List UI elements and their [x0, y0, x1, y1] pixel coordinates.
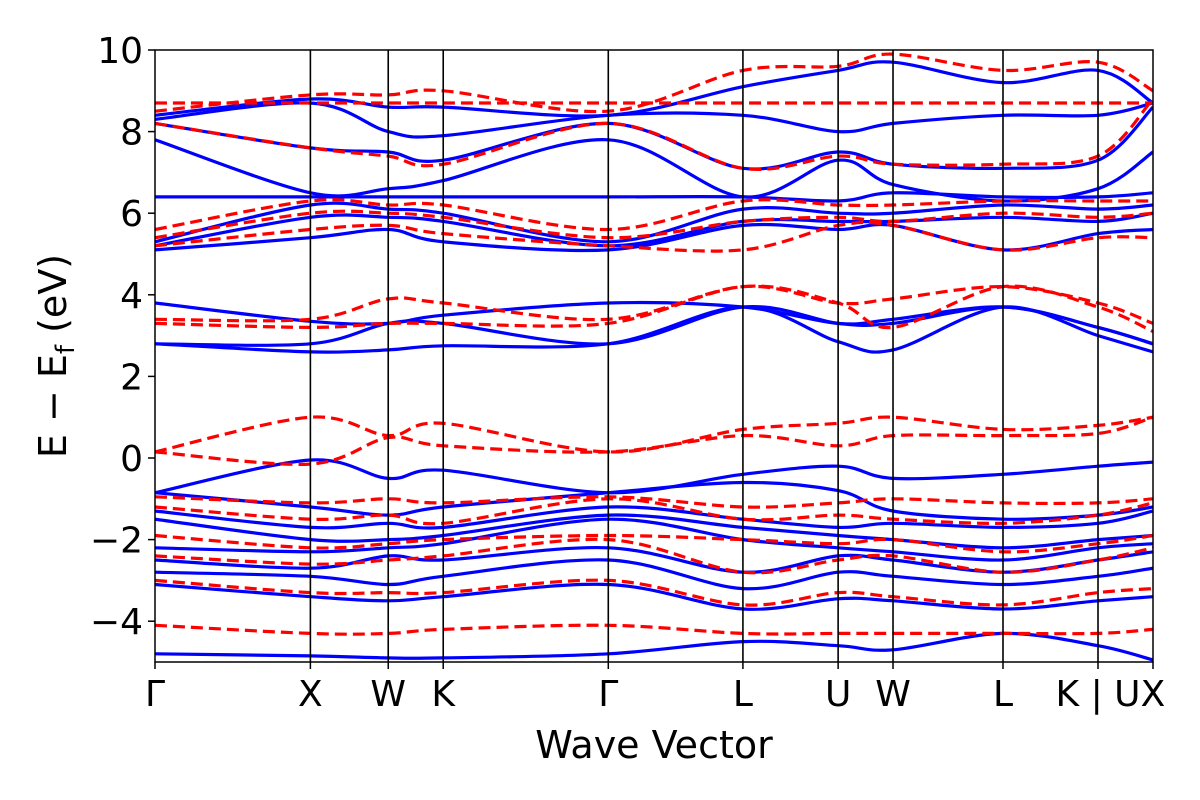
- solid-band-15: [155, 191, 1153, 203]
- x-tick-label: X: [298, 674, 323, 715]
- y-tick-label: 4: [120, 276, 143, 317]
- solid-band-5: [155, 513, 1153, 550]
- dashed-band-15: [155, 52, 1153, 114]
- x-tick-label: X: [1141, 674, 1166, 715]
- y-tick-label: 8: [120, 113, 143, 154]
- solid-band-6: [155, 505, 1153, 530]
- dashed-band-11: [155, 209, 1153, 240]
- x-tick-label: W: [875, 674, 911, 715]
- kpoint-lines: [309, 50, 1099, 662]
- y-axis-label-main: E − E: [31, 354, 75, 458]
- y-axis-label-subscript: f: [51, 344, 81, 354]
- x-tick-label: Γ: [145, 674, 165, 715]
- solid-band-1: [155, 582, 1153, 611]
- x-tick-label: U: [825, 674, 851, 715]
- plot-frame: [154, 49, 1154, 663]
- x-axis-label: Wave Vector: [535, 723, 773, 767]
- solid-band-11: [155, 300, 1153, 346]
- solid-band-8: [155, 458, 1153, 495]
- y-tick-label: −4: [90, 602, 143, 643]
- solid-band-7: [155, 480, 1153, 521]
- y-axis-ticks: −4 −2 0 2 4 6 8 10: [90, 31, 155, 643]
- dashed-band-10: [155, 220, 1153, 253]
- solid-band-14: [155, 201, 1153, 244]
- solid-band-18: [155, 101, 1153, 139]
- solid-band-16: [155, 138, 1153, 203]
- y-tick-label: 10: [97, 31, 143, 72]
- y-tick-label: 0: [120, 439, 143, 480]
- dashed-band-12: [155, 198, 1153, 232]
- solid-band-12: [155, 222, 1153, 253]
- solid-band-17: [155, 105, 1153, 171]
- x-tick-label: K | U: [1056, 674, 1141, 715]
- dashed-band-2: [155, 537, 1153, 575]
- dashed-band-3: [155, 533, 1153, 554]
- x-tick-label: L: [733, 674, 753, 715]
- dashed-band-13: [155, 97, 1153, 171]
- y-axis-label-unit: (eV): [31, 254, 75, 345]
- dashed-band-9: [155, 284, 1153, 325]
- dashed-band-8: [155, 284, 1153, 333]
- dashed-band-4: [155, 497, 1153, 526]
- dashed-band-7: [155, 415, 1153, 454]
- solid-band-2: [155, 558, 1153, 591]
- x-tick-label: W: [370, 674, 406, 715]
- solid-band-4: [155, 517, 1153, 562]
- dashed-band-6: [155, 415, 1153, 466]
- x-tick-label: Γ: [598, 674, 618, 715]
- y-tick-label: 2: [120, 357, 143, 398]
- dashed-band-0: [155, 623, 1153, 636]
- dashed-band-1: [155, 578, 1153, 607]
- dashed-band-5: [155, 495, 1153, 509]
- y-tick-label: −2: [90, 521, 143, 562]
- x-tick-label: K: [431, 674, 456, 715]
- y-axis-label: E − Ef (eV): [31, 254, 81, 458]
- x-tick-label: L: [993, 674, 1013, 715]
- y-tick-label: 6: [120, 194, 143, 235]
- bands-layer: [155, 52, 1153, 662]
